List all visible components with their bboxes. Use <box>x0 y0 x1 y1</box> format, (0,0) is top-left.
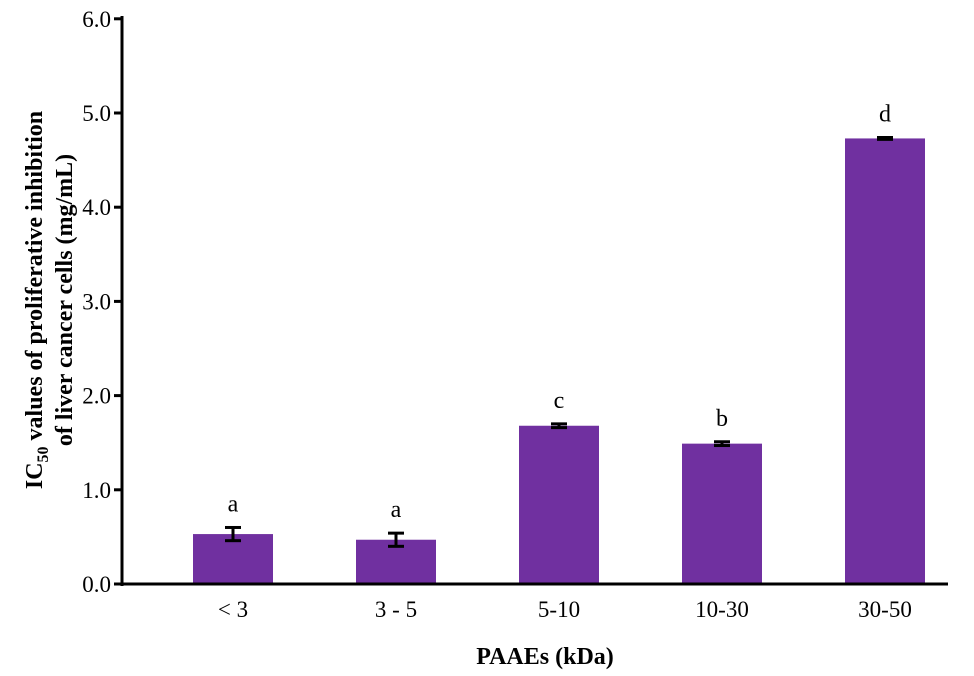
x-tick-label: 3 - 5 <box>375 597 417 622</box>
significance-letter: a <box>391 497 402 523</box>
y-tick-label: 6.0 <box>82 7 111 32</box>
y-tick-label: 2.0 <box>82 384 111 409</box>
y-axis-label-line2: of liver cancer cells (mg/mL) <box>52 154 78 446</box>
significance-letter: c <box>554 388 565 414</box>
x-tick-label: 30-50 <box>858 597 912 622</box>
significance-letter: b <box>716 406 728 432</box>
bar <box>845 138 925 584</box>
y-tick-label: 0.0 <box>82 572 111 597</box>
x-axis-label: PAAEs (kDa) <box>476 644 614 670</box>
significance-letter: d <box>879 101 891 127</box>
x-tick-label: 10-30 <box>695 597 749 622</box>
x-tick-label: 5-10 <box>538 597 580 622</box>
x-tick-label: < 3 <box>218 597 248 622</box>
bar <box>193 534 273 584</box>
bar <box>519 425 599 584</box>
y-tick-label: 5.0 <box>82 101 111 126</box>
y-tick-label: 3.0 <box>82 289 111 314</box>
bar <box>682 443 762 584</box>
y-tick-label: 1.0 <box>82 478 111 503</box>
y-tick-label: 4.0 <box>82 195 111 220</box>
significance-letter: a <box>228 491 239 517</box>
y-axis-label-line1: IC50 values of proliferative inhibition <box>22 111 52 489</box>
